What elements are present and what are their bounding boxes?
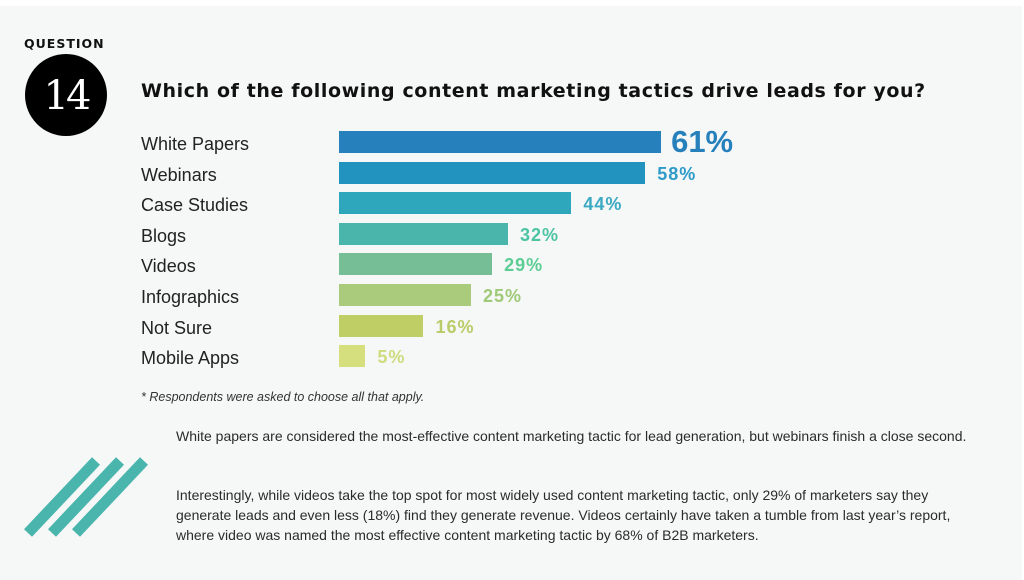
category-label: Infographics (141, 287, 240, 307)
question-number: 14 (43, 73, 92, 119)
footnote: * Respondents were asked to choose all t… (141, 390, 425, 404)
stripe (72, 457, 148, 537)
question-label: QUESTION (24, 36, 105, 51)
category-label: Case Studies (141, 195, 249, 216)
chart-title: Which of the following content marketing… (141, 80, 926, 102)
value-label: 5% (377, 347, 406, 368)
stripe (24, 457, 100, 537)
infographic-panel (0, 6, 1022, 580)
bar-case-studies (339, 192, 572, 215)
bar-webinars (339, 161, 646, 184)
body-paragraph-1: White papers are considered the most-eff… (176, 428, 967, 444)
value-label: 58% (657, 163, 697, 184)
diagonal-stripes-icon (24, 457, 148, 537)
category-label: Videos (141, 256, 196, 277)
body-paragraph-2: Interestingly, while videos take the top… (176, 487, 951, 543)
bar-white-papers (339, 131, 662, 153)
value-label: 16% (435, 316, 475, 337)
value-label: 32% (519, 224, 559, 245)
question-number-badge: 14 (25, 54, 107, 136)
value-label: 29% (504, 255, 544, 276)
stripe (48, 457, 124, 537)
value-label: 44% (583, 194, 623, 215)
category-label: Webinars (141, 164, 217, 185)
category-label: Blogs (141, 225, 187, 246)
category-label: Not Sure (141, 317, 213, 338)
bar-blogs (339, 222, 508, 245)
value-label: 61% (671, 124, 734, 159)
value-label: 25% (483, 286, 523, 306)
bar-mobile-apps (339, 345, 366, 368)
bar-infographics (339, 284, 471, 306)
bar-videos (339, 253, 493, 276)
category-label: White Papers (141, 134, 250, 154)
bar-not-sure (339, 314, 424, 337)
category-label: Mobile Apps (141, 348, 240, 369)
